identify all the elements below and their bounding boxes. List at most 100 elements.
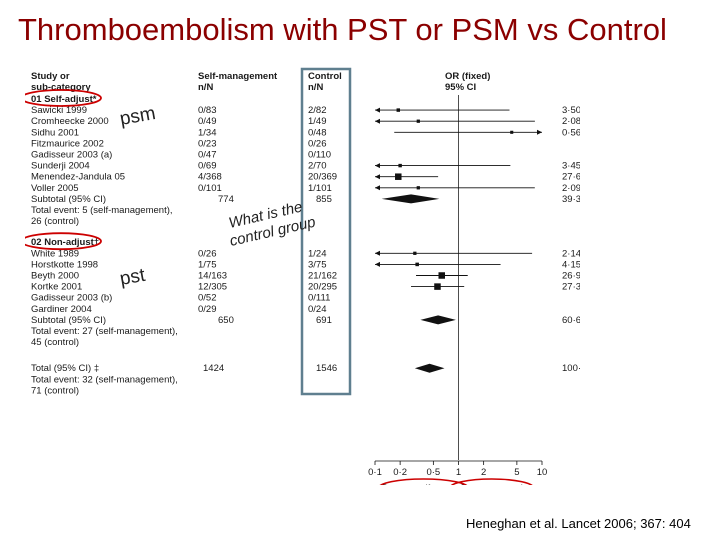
citation: Heneghan et al. Lancet 2006; 367: 404 bbox=[466, 516, 691, 531]
study-name: Sunderji 2004 bbox=[31, 161, 90, 172]
study-name: Beyth 2000 bbox=[31, 271, 79, 282]
control-events: 0/110 bbox=[308, 150, 331, 161]
study-weight: 4·15 bbox=[562, 259, 580, 270]
control-events: 1/101 bbox=[308, 183, 332, 194]
header-or-plot: OR (fixed) bbox=[445, 71, 490, 82]
group-2-subtotal-diamond bbox=[420, 315, 456, 325]
self-management-events: 0/52 bbox=[198, 293, 217, 304]
study-name: Horstkotte 1998 bbox=[31, 259, 98, 270]
study-weight: 27·37 bbox=[562, 282, 580, 293]
self-management-events: 1/34 bbox=[198, 127, 217, 138]
x-tick-label: 5 bbox=[514, 467, 519, 478]
study-arrow-left bbox=[375, 118, 380, 124]
study-name: Fitzmaurice 2002 bbox=[31, 138, 104, 149]
group-2-subtotal-self-management: 650 bbox=[218, 315, 234, 326]
total-label: Total (95% CI) ‡ bbox=[31, 363, 99, 374]
header-control: Control bbox=[308, 71, 342, 82]
header-control: n/N bbox=[308, 82, 323, 93]
study-point bbox=[416, 186, 420, 190]
control-events: 3/75 bbox=[308, 259, 327, 270]
total-event: 71 (control) bbox=[31, 385, 79, 396]
study-arrow-left bbox=[375, 107, 380, 113]
group-2-label: 02 Non-adjust† bbox=[31, 237, 99, 248]
control-events: 20/369 bbox=[308, 172, 337, 183]
study-weight: 27·68 bbox=[562, 172, 580, 183]
group-1-total-event: Total event: 5 (self-management), bbox=[31, 205, 173, 216]
self-management-events: 0/29 bbox=[198, 304, 217, 315]
x-tick-label: 0·5 bbox=[426, 467, 440, 478]
control-events: 0/111 bbox=[308, 293, 330, 304]
study-weight: 3·45 bbox=[562, 161, 580, 172]
study-weight: 26·98 bbox=[562, 271, 580, 282]
header-self-management: n/N bbox=[198, 82, 213, 93]
study-name: Menendez-Jandula 05 bbox=[31, 172, 125, 183]
control-events: 0/26 bbox=[308, 138, 327, 149]
study-point bbox=[438, 272, 445, 279]
study-arrow-right bbox=[537, 129, 542, 135]
study-weight: 2·14 bbox=[562, 248, 580, 259]
study-point bbox=[396, 108, 401, 112]
self-management-events: 4/368 bbox=[198, 172, 222, 183]
study-weight: 0·56 bbox=[562, 127, 580, 138]
self-management-events: 0/47 bbox=[198, 150, 217, 161]
x-tick-label: 0·2 bbox=[393, 467, 407, 478]
self-management-events: 0/49 bbox=[198, 116, 217, 127]
study-point bbox=[395, 173, 402, 180]
total-diamond bbox=[414, 363, 445, 373]
study-arrow-left bbox=[375, 261, 380, 267]
study-weight: 2·08 bbox=[562, 116, 580, 127]
self-management-events: 0/83 bbox=[198, 105, 217, 116]
control-events: 1/49 bbox=[308, 116, 327, 127]
total-control: 1546 bbox=[316, 363, 337, 374]
x-tick-label: 10 bbox=[537, 467, 548, 478]
header-or-plot: 95% CI bbox=[445, 82, 476, 93]
control-events: 21/162 bbox=[308, 271, 337, 282]
study-name: Gardiner 2004 bbox=[31, 304, 92, 315]
control-events: 2/82 bbox=[308, 105, 327, 116]
study-name: Gadisseur 2003 (a) bbox=[31, 150, 112, 161]
control-events: 0/48 bbox=[308, 127, 327, 138]
header-study: sub-category bbox=[31, 82, 91, 93]
total-self-management: 1424 bbox=[203, 363, 224, 374]
study-name: Sawicki 1999 bbox=[31, 105, 87, 116]
header-self-management: Self-management bbox=[198, 71, 278, 82]
psm-annotation: psm bbox=[118, 103, 157, 130]
group-1-subtotal-control: 855 bbox=[316, 194, 332, 205]
group-1-total-event: 26 (control) bbox=[31, 216, 79, 227]
group-2-total-event: Total event: 27 (self-management), bbox=[31, 326, 178, 337]
control-events: 2/70 bbox=[308, 161, 327, 172]
group-2-subtotal-weight: 60·63 bbox=[562, 315, 580, 326]
self-management-events: 12/305 bbox=[198, 282, 227, 293]
study-arrow-left bbox=[375, 163, 380, 169]
study-name: Gadisseur 2003 (b) bbox=[31, 293, 112, 304]
study-name: Voller 2005 bbox=[31, 183, 79, 194]
group-1-label: 01 Self-adjust* bbox=[31, 94, 97, 105]
study-point bbox=[398, 163, 402, 168]
group-1-subtotal-diamond bbox=[381, 194, 440, 204]
study-arrow-left bbox=[375, 250, 380, 256]
study-point bbox=[413, 251, 417, 255]
header-study: Study or bbox=[31, 71, 70, 82]
favours-control-label: Favours control bbox=[461, 483, 523, 485]
control-events: 1/24 bbox=[308, 248, 327, 259]
study-weight: 3·50 bbox=[562, 105, 580, 116]
self-management-events: 0/23 bbox=[198, 138, 217, 149]
group-2-subtotal-control: 691 bbox=[316, 315, 332, 326]
study-name: White 1989 bbox=[31, 248, 79, 259]
x-tick-label: 0·1 bbox=[368, 467, 382, 478]
study-point bbox=[510, 130, 514, 134]
group-1-subtotal-self-management: 774 bbox=[218, 194, 234, 205]
study-point bbox=[416, 119, 420, 123]
study-point bbox=[434, 283, 441, 290]
control-column-highlight bbox=[300, 67, 352, 396]
group-2-subtotal-label: Subtotal (95% CI) bbox=[31, 315, 106, 326]
self-management-events: 0/101 bbox=[198, 183, 222, 194]
study-name: Cromheecke 2000 bbox=[31, 116, 109, 127]
x-tick-label: 2 bbox=[481, 467, 486, 478]
control-events: 0/24 bbox=[308, 304, 327, 315]
control-events: 20/295 bbox=[308, 282, 337, 293]
self-management-events: 1/75 bbox=[198, 259, 217, 270]
total-weight: 100·00 bbox=[562, 363, 580, 374]
forest-plot-figure: Study or sub-category Self-management n/N Co… bbox=[20, 65, 697, 498]
study-weight: 2·09 bbox=[562, 183, 580, 194]
